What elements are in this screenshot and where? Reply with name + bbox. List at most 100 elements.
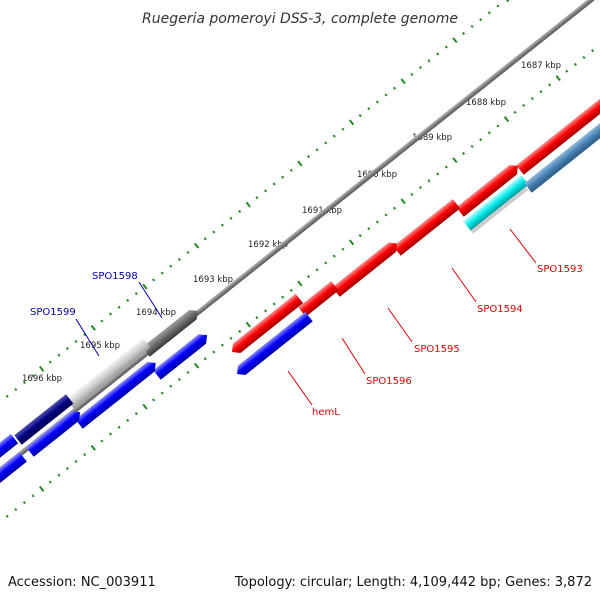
tick-minor	[255, 196, 259, 200]
gene-features	[0, 96, 600, 493]
tick-minor	[496, 4, 500, 8]
tick-minor	[410, 72, 414, 77]
tick-major	[503, 0, 510, 3]
tick-minor	[436, 172, 440, 176]
tick-minor	[117, 425, 121, 429]
label-spo1593: SPO1593	[537, 264, 583, 275]
tick-minor	[470, 24, 474, 29]
gene-blue-edge-a[interactable]	[0, 433, 19, 471]
tick-minor	[100, 319, 104, 323]
tick-minor	[410, 192, 414, 197]
tick-minor	[582, 55, 586, 60]
tick-minor	[169, 384, 173, 388]
tick-label: 1696 kbp	[22, 374, 62, 384]
tick-minor	[65, 346, 70, 350]
tick-major	[452, 157, 458, 164]
tick-major	[90, 444, 96, 451]
tick-minor	[418, 186, 422, 190]
gene-spo1594[interactable]	[456, 161, 521, 217]
gene-spo1595b[interactable]	[298, 281, 339, 317]
tick-minor	[14, 507, 18, 512]
tick-minor	[539, 90, 543, 94]
tick-minor	[367, 107, 371, 111]
gene-spo1599[interactable]	[66, 338, 151, 409]
tick-minor	[461, 31, 466, 35]
tick-label: 1694 kbp	[136, 308, 176, 318]
gene-labels: SPO1593 SPO1594 SPO1595 SPO1596 hemL SPO…	[30, 264, 583, 418]
tick-minor	[522, 103, 526, 107]
tick-minor	[126, 418, 130, 422]
genome-summary-text: Topology: circular; Length: 4,109,442 bp…	[234, 575, 592, 590]
genome-backbone	[0, 0, 600, 497]
gene-blue-b[interactable]	[153, 330, 211, 380]
tick-minor	[255, 316, 259, 320]
gene-steel[interactable]	[524, 114, 600, 193]
tick-minor	[169, 264, 173, 268]
tick-major	[90, 324, 96, 331]
tick-minor	[5, 394, 9, 398]
tick-minor	[220, 223, 224, 227]
tick-minor	[160, 271, 164, 275]
tick-minor	[436, 52, 440, 56]
tick-minor	[513, 110, 517, 114]
tick-minor	[375, 220, 379, 224]
tick-major	[39, 485, 45, 492]
inner-tick-track	[0, 42, 600, 525]
tick-minor	[160, 391, 164, 395]
gene-spo1595[interactable]	[393, 198, 461, 256]
tick-minor	[212, 230, 216, 234]
tick-label: 1692 kbp	[248, 240, 288, 250]
label-spo1595: SPO1595	[414, 344, 460, 355]
tick-minor	[134, 412, 138, 416]
gene-spo1593-cyan[interactable]	[463, 175, 529, 231]
tick-minor	[427, 179, 431, 183]
tick-minor	[74, 459, 78, 464]
tick-minor	[470, 144, 474, 149]
gene-light-small[interactable]	[470, 186, 529, 234]
tick-minor	[358, 114, 362, 118]
gene-spo1596[interactable]	[332, 239, 401, 297]
tick-minor	[341, 247, 345, 251]
tick-minor	[108, 312, 113, 316]
tick-minor	[591, 49, 595, 53]
tick-minor	[83, 453, 87, 457]
tick-minor	[384, 213, 388, 217]
gene-hemL[interactable]	[233, 312, 313, 379]
tick-label: 1695 kbp	[80, 341, 120, 351]
tick-minor	[565, 69, 569, 73]
tick-minor	[14, 387, 18, 392]
tick-major	[400, 78, 406, 85]
tick-major	[348, 239, 355, 246]
gene-blue-edge-e[interactable]	[0, 452, 27, 493]
tick-minor	[177, 377, 181, 381]
label-spo1598: SPO1598	[92, 271, 138, 282]
tick-minor	[306, 275, 311, 279]
gene-blue-c[interactable]	[75, 358, 159, 429]
tick-minor	[315, 268, 319, 272]
tick-major	[555, 75, 561, 82]
accession-text: Accession: NC_003911	[8, 575, 156, 590]
label-hemL: hemL	[312, 407, 340, 418]
tick-minor	[418, 66, 422, 70]
tick-minor	[393, 206, 397, 210]
gene-hemL-forward[interactable]	[228, 293, 304, 357]
gene-spo1593[interactable]	[516, 96, 600, 175]
map-title: Ruegeria pomeroyi DSS-3, complete genome	[142, 11, 458, 27]
label-spo1596: SPO1596	[366, 376, 412, 387]
label-spo1594: SPO1594	[477, 304, 523, 315]
tick-minor	[74, 339, 78, 344]
gene-navy[interactable]	[14, 394, 74, 445]
tick-minor	[487, 11, 491, 15]
tick-major	[245, 201, 251, 208]
tick-major	[142, 283, 148, 290]
tick-minor	[31, 494, 35, 498]
gene-blue-d[interactable]	[26, 407, 84, 457]
tick-minor	[134, 292, 138, 296]
tick-minor	[22, 381, 26, 385]
gene-spo1598[interactable]	[142, 306, 201, 357]
tick-minor	[324, 141, 328, 145]
tick-major	[452, 37, 458, 44]
tick-minor	[5, 514, 9, 518]
tick-minor	[315, 148, 319, 152]
